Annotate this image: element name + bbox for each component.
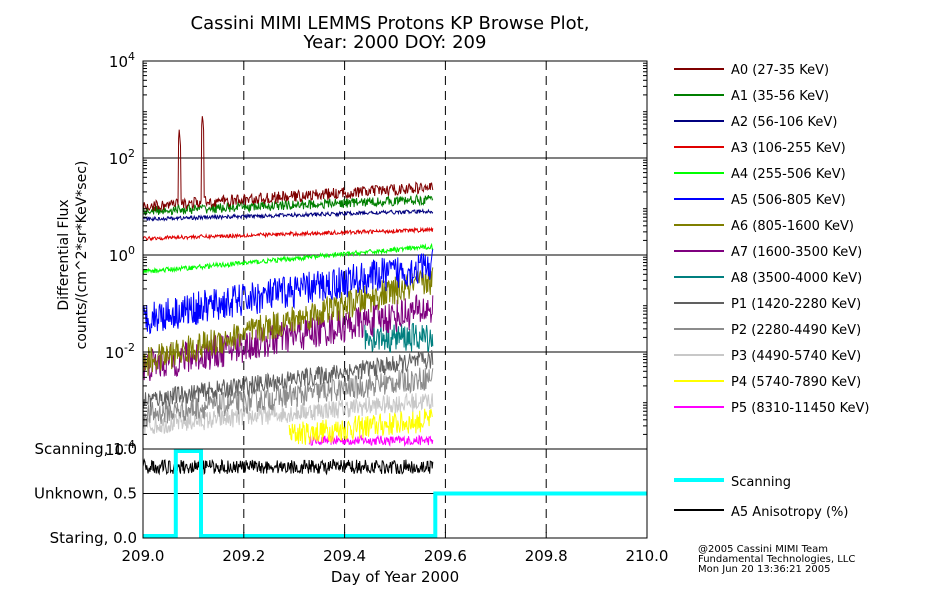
x-tick-label: 209.8 [525,547,568,565]
x-tick-label: 210.0 [626,547,669,565]
legend-label: A0 (27-35 KeV) [731,63,829,78]
flux-series-p3 [142,392,434,435]
legend-label: A5 (506-805 KeV) [731,193,846,208]
flux-series-a2 [142,208,434,222]
mode-panel: Scanning, 1.0 Unknown, 0.5 Staring, 0.0 [34,440,648,547]
mode-y-tick-label: Unknown, 0.5 [34,485,137,503]
mode-series-scanning [143,449,647,538]
legend-label: A3 (106-255 KeV) [731,141,846,156]
flux-series-a8 [364,322,434,354]
mode-series-anisotropy [142,457,434,476]
legend-label: A5 Anisotropy (%) [731,505,848,520]
flux-y-tick-label: 100 [109,244,135,265]
legend-label: Scanning [731,475,791,490]
flux-panel: 104 102 100 10-2 10-4 Differential Flux coun… [56,50,648,459]
legend-mode: Scanning A5 Anisotropy (%) [674,475,848,520]
flux-series-a6 [142,267,434,376]
flux-y-tick-label: 104 [109,50,135,71]
flux-y-tick-label: 10-4 [105,438,135,459]
flux-series-a1 [142,193,434,216]
x-tick-label: 209.2 [222,547,265,565]
chart-subtitle: Year: 2000 DOY: 209 [303,32,487,53]
x-tick-label: 209.0 [122,547,165,565]
mode-y-tick-label: Staring, 0.0 [50,529,137,547]
legend-label: P4 (5740-7890 KeV) [731,375,861,390]
credits-line-date: Mon Jun 20 13:36:21 2005 [698,564,831,575]
legend-label: P3 (4490-5740 KeV) [731,349,861,364]
legend-label: A8 (3500-4000 KeV) [731,271,862,286]
flux-series-p2 [142,367,434,427]
legend-flux: A0 (27-35 KeV) A1 (35-56 KeV) A2 (56-106 K… [674,63,869,416]
mode-y-ticks: Scanning, 1.0 Unknown, 0.5 Staring, 0.0 [34,440,137,547]
flux-series-p4 [288,408,433,445]
x-tick-label: 209.4 [323,547,366,565]
x-tick-label: 209.6 [424,547,467,565]
credits-line-team: @2005 Cassini MIMI Team [698,544,828,555]
flux-y-tick-label: 102 [109,147,135,168]
legend-label: A4 (255-506 KeV) [731,167,846,182]
x-axis-label: Day of Year 2000 [331,568,459,586]
legend-label: P5 (8310-11450 KeV) [731,401,869,416]
legend-label: A1 (35-56 KeV) [731,89,829,104]
flux-series-a0 [143,116,434,212]
mode-y-tick-label: Scanning, 1.0 [34,440,137,458]
flux-series-p1 [142,350,434,408]
legend-label: A2 (56-106 KeV) [731,115,837,130]
flux-series-a7 [142,294,434,381]
flux-y-axis-label-units: counts/(cm^2*sr*KeV*sec) [74,161,90,350]
credits-block: @2005 Cassini MIMI Team Fundamental Tech… [698,545,855,575]
legend-label: P2 (2280-4490 KeV) [731,323,861,338]
flux-series-a3 [142,226,434,242]
flux-series-group [142,116,434,448]
credits-line-company: Fundamental Technologies, LLC [698,554,856,565]
x-ticks: 209.0 209.2 209.4 209.6 209.8 210.0 [122,532,669,565]
flux-y-tick-label: 10-2 [105,341,135,362]
flux-series-p5 [308,434,434,448]
flux-y-axis-label: Differential Flux [56,199,72,310]
chart-title: Cassini MIMI LEMMS Protons KP Browse Plo… [191,13,590,34]
legend-label: A7 (1600-3500 KeV) [731,245,862,260]
flux-y-ticks: 104 102 100 10-2 10-4 [105,50,647,459]
flux-series-a5 [142,248,434,335]
mode-series-group [142,449,647,538]
legend-label: A6 (805-1600 KeV) [731,219,854,234]
mode-panel-frame [142,448,648,539]
legend-label: P1 (1420-2280 KeV) [731,297,861,312]
flux-series-a4 [142,242,434,274]
